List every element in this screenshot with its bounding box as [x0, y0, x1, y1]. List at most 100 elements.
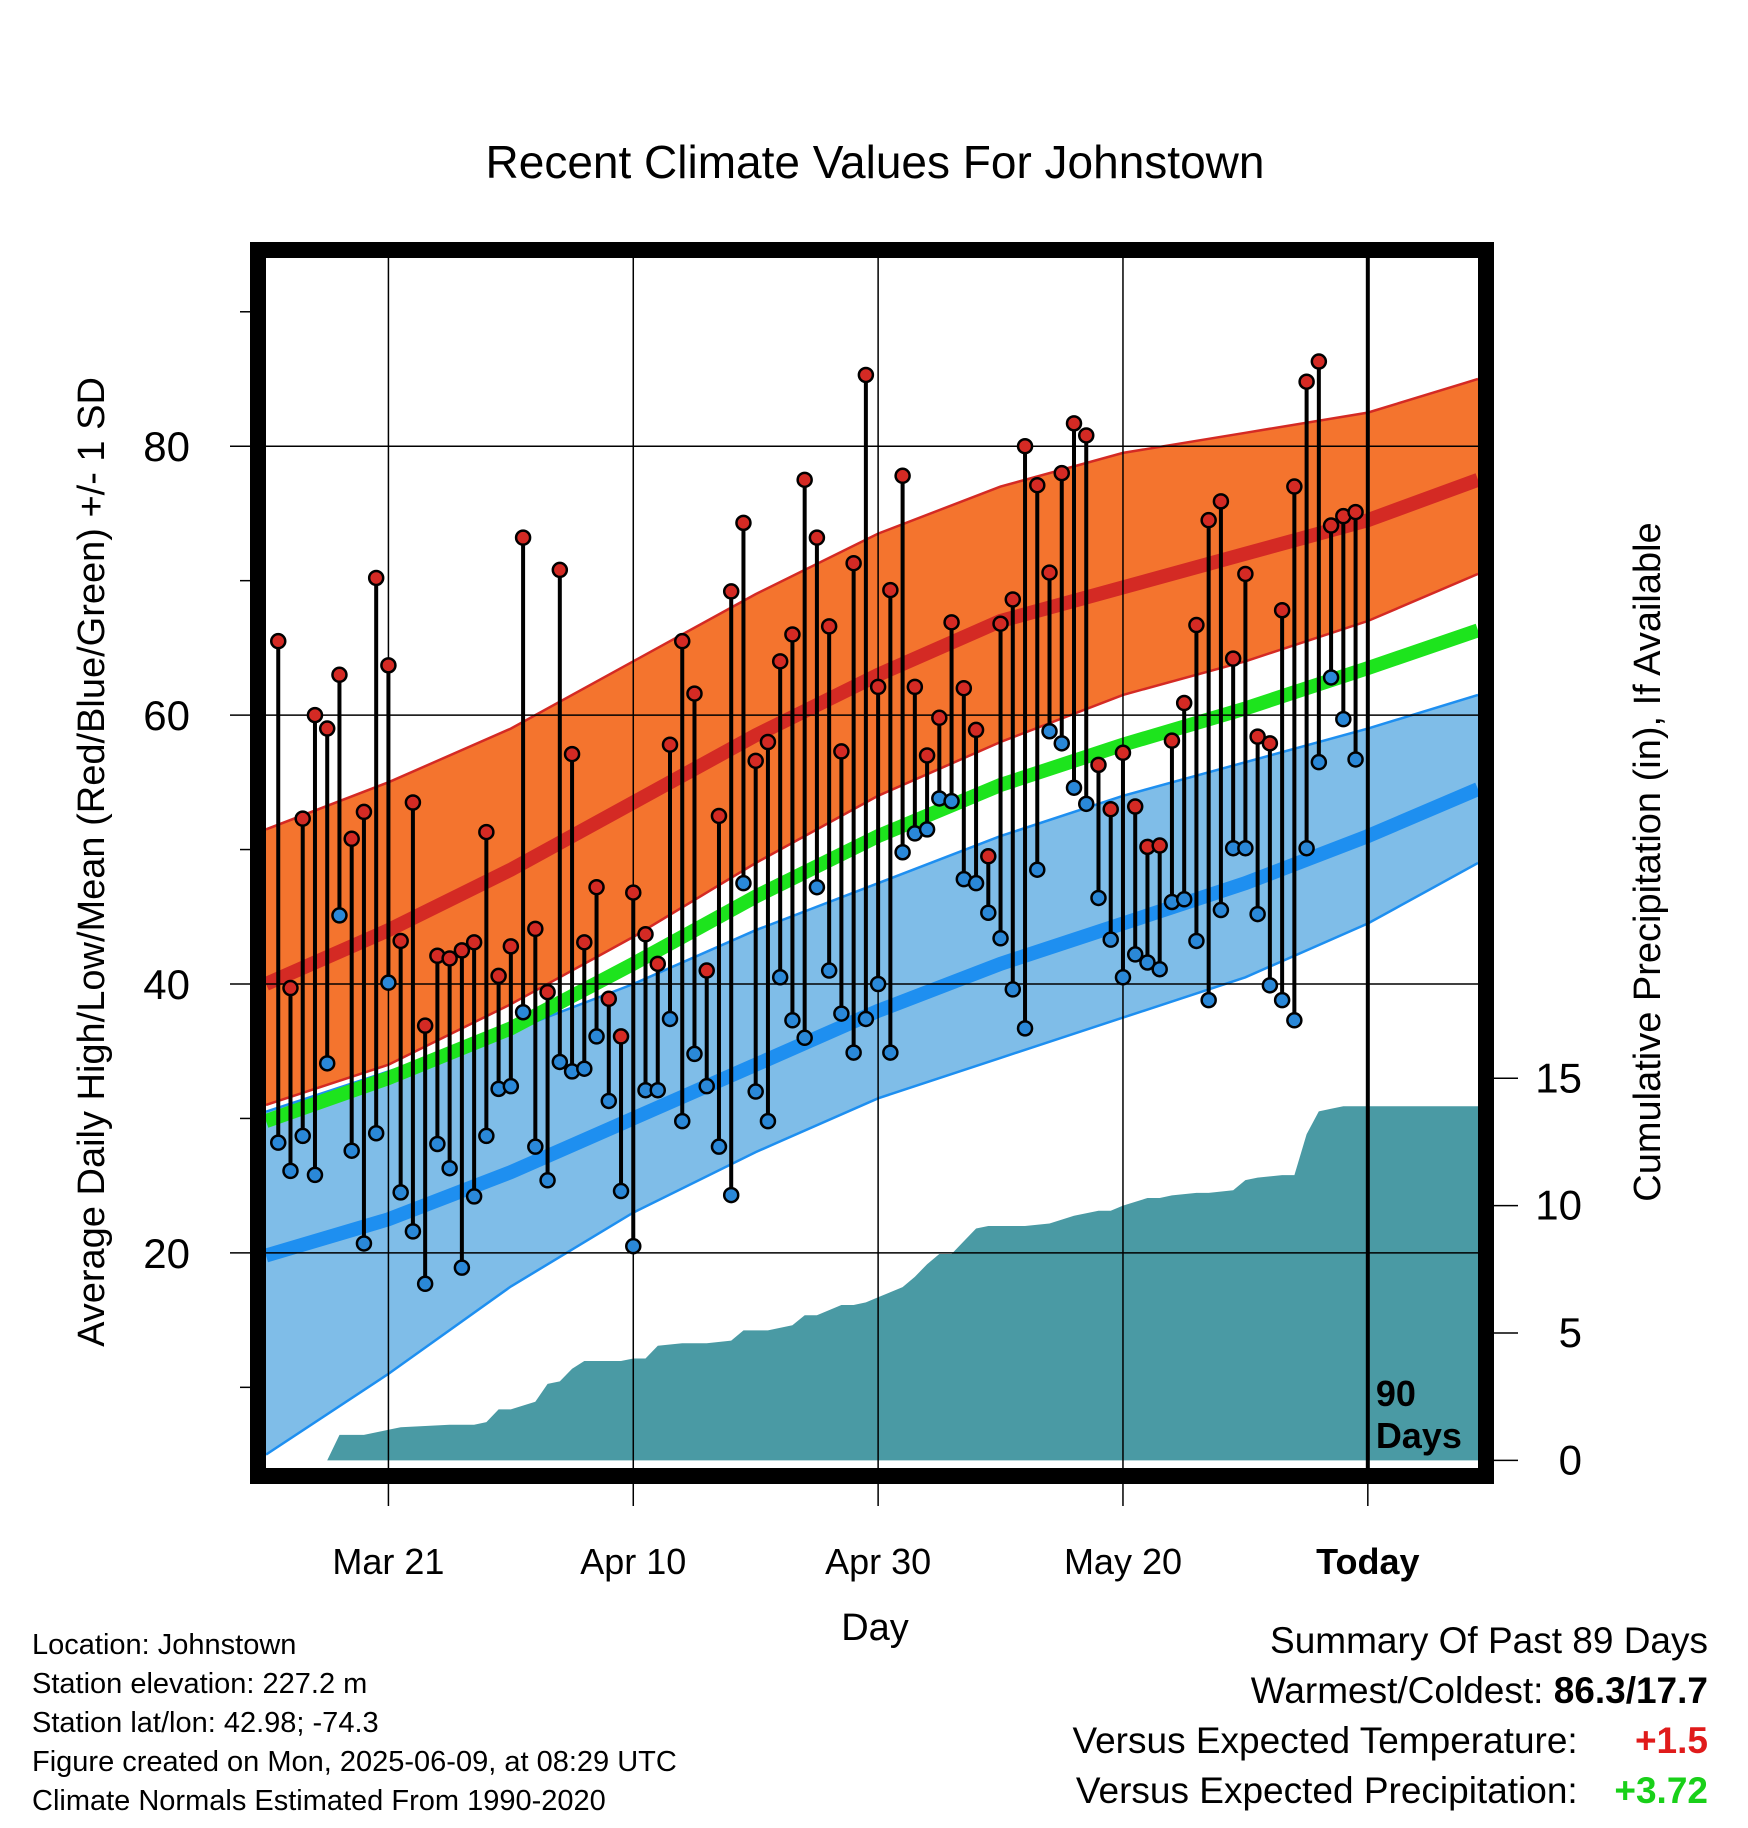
x-tick-label: Apr 10 — [580, 1541, 686, 1582]
high-temp-point — [918, 747, 936, 764]
low-temp-point — [453, 1259, 471, 1276]
low-temp-point — [784, 1012, 801, 1029]
low-temp-point — [527, 1138, 544, 1155]
precipitation-area — [327, 1106, 1478, 1461]
low-temp-point — [1041, 722, 1058, 740]
high-temp-point — [355, 803, 373, 821]
high-temp-point — [625, 884, 642, 901]
high-temp-point — [992, 615, 1009, 632]
high-temp-point — [1224, 650, 1242, 667]
low-temp-point — [1090, 889, 1107, 907]
low-temp-point — [698, 1077, 715, 1095]
x-tick-label: Apr 30 — [825, 1541, 931, 1582]
high-temp-point — [894, 467, 911, 485]
low-temp-point — [551, 1053, 569, 1071]
warm-cold-label: Warmest/Coldest: — [1250, 1670, 1544, 1711]
y2-axis-label: Cumulative Precipitation (in), If Availa… — [1627, 522, 1669, 1201]
high-temp-point — [661, 736, 679, 753]
high-temp-point — [1102, 800, 1119, 818]
x-axis-label: Day — [841, 1607, 909, 1649]
low-temp-point — [1175, 891, 1193, 908]
low-temp-point — [1212, 901, 1230, 919]
info-latlon: Station lat/lon: 42.98; -74.3 — [32, 1707, 379, 1739]
high-temp-point — [1163, 732, 1181, 749]
daily-observations — [269, 353, 1364, 1293]
low-temp-point — [894, 843, 911, 861]
low-temp-point — [1347, 751, 1364, 768]
high-temp-point — [563, 745, 581, 763]
summary-heading: Summary Of Past 89 Days — [1270, 1620, 1708, 1661]
low-temp-point — [1261, 977, 1279, 994]
low-temp-point — [588, 1028, 605, 1045]
x-tick-label: Mar 21 — [332, 1541, 444, 1582]
y-tick-label: 80 — [143, 423, 190, 470]
low-temp-point — [1102, 931, 1119, 948]
station-info: Location: Johnstown Station elevation: 2… — [32, 1626, 677, 1821]
low-temp-point — [1053, 735, 1071, 752]
low-temp-point — [392, 1184, 409, 1201]
low-temp-point — [918, 821, 936, 838]
plot-area — [266, 258, 1478, 1468]
low-temp-point — [1310, 753, 1328, 771]
high-temp-point — [686, 685, 703, 702]
high-temp-point — [1077, 427, 1095, 444]
info-normals-period: Climate Normals Estimated From 1990-2020 — [32, 1785, 606, 1817]
low-temp-point — [869, 975, 887, 993]
low-temp-point — [722, 1186, 740, 1204]
high-temp-point — [820, 618, 838, 635]
low-temp-point — [380, 974, 397, 991]
high-temp-point — [1126, 798, 1144, 815]
low-temp-point — [1029, 861, 1046, 878]
low-temp-point — [808, 878, 826, 896]
low-temp-point — [967, 874, 985, 892]
low-temp-point — [441, 1159, 458, 1177]
high-temp-point — [1261, 735, 1279, 752]
high-temp-point — [478, 823, 495, 841]
high-temp-point — [1200, 511, 1217, 529]
high-temp-point — [808, 529, 826, 546]
summary-precip: Versus Expected Precipitation: +3.72 — [1072, 1766, 1708, 1816]
high-temp-point — [306, 706, 324, 724]
y-tick-label: 60 — [143, 692, 190, 739]
high-temp-point — [980, 848, 997, 865]
low-temp-point — [429, 1135, 446, 1153]
low-temp-point — [943, 792, 960, 810]
low-temp-point — [820, 962, 838, 979]
low-temp-point — [1188, 932, 1205, 950]
low-temp-point — [1126, 946, 1144, 963]
low-temp-point — [992, 930, 1009, 947]
low-temp-point — [502, 1077, 520, 1095]
y2-tick-label: 10 — [1535, 1182, 1582, 1229]
precip-label: Versus Expected Precipitation: — [1075, 1770, 1578, 1811]
low-temp-point — [282, 1162, 299, 1180]
temp-label: Versus Expected Temperature: — [1072, 1720, 1578, 1761]
high-temp-point — [747, 752, 764, 770]
high-temp-point — [833, 743, 850, 760]
low-temp-point — [1200, 991, 1217, 1009]
low-temp-point — [796, 1029, 813, 1047]
high-temp-point — [588, 878, 605, 896]
high-temp-point — [1065, 415, 1083, 432]
high-temp-point — [576, 934, 593, 951]
high-temp-point — [294, 810, 311, 827]
high-temp-point — [649, 955, 667, 973]
low-temp-point — [294, 1127, 311, 1145]
high-temp-point — [367, 569, 385, 587]
low-temp-point — [1237, 839, 1254, 857]
summary-temp: Versus Expected Temperature: +1.5 — [1072, 1716, 1708, 1766]
low-temp-point — [1335, 710, 1352, 728]
summary-warm-cold: Warmest/Coldest: 86.3/17.7 — [1072, 1666, 1708, 1716]
high-temp-point — [784, 626, 801, 643]
low-temp-point — [833, 1005, 850, 1022]
high-temp-point — [490, 967, 507, 985]
high-temp-point — [282, 979, 299, 997]
high-temp-point — [637, 926, 654, 943]
high-temp-point — [1273, 601, 1291, 619]
low-temp-point — [539, 1172, 556, 1189]
info-location: Location: Johnstown — [32, 1629, 297, 1661]
high-temp-point — [1041, 564, 1058, 581]
low-temp-point — [1286, 1012, 1303, 1029]
high-temp-point — [404, 794, 422, 811]
